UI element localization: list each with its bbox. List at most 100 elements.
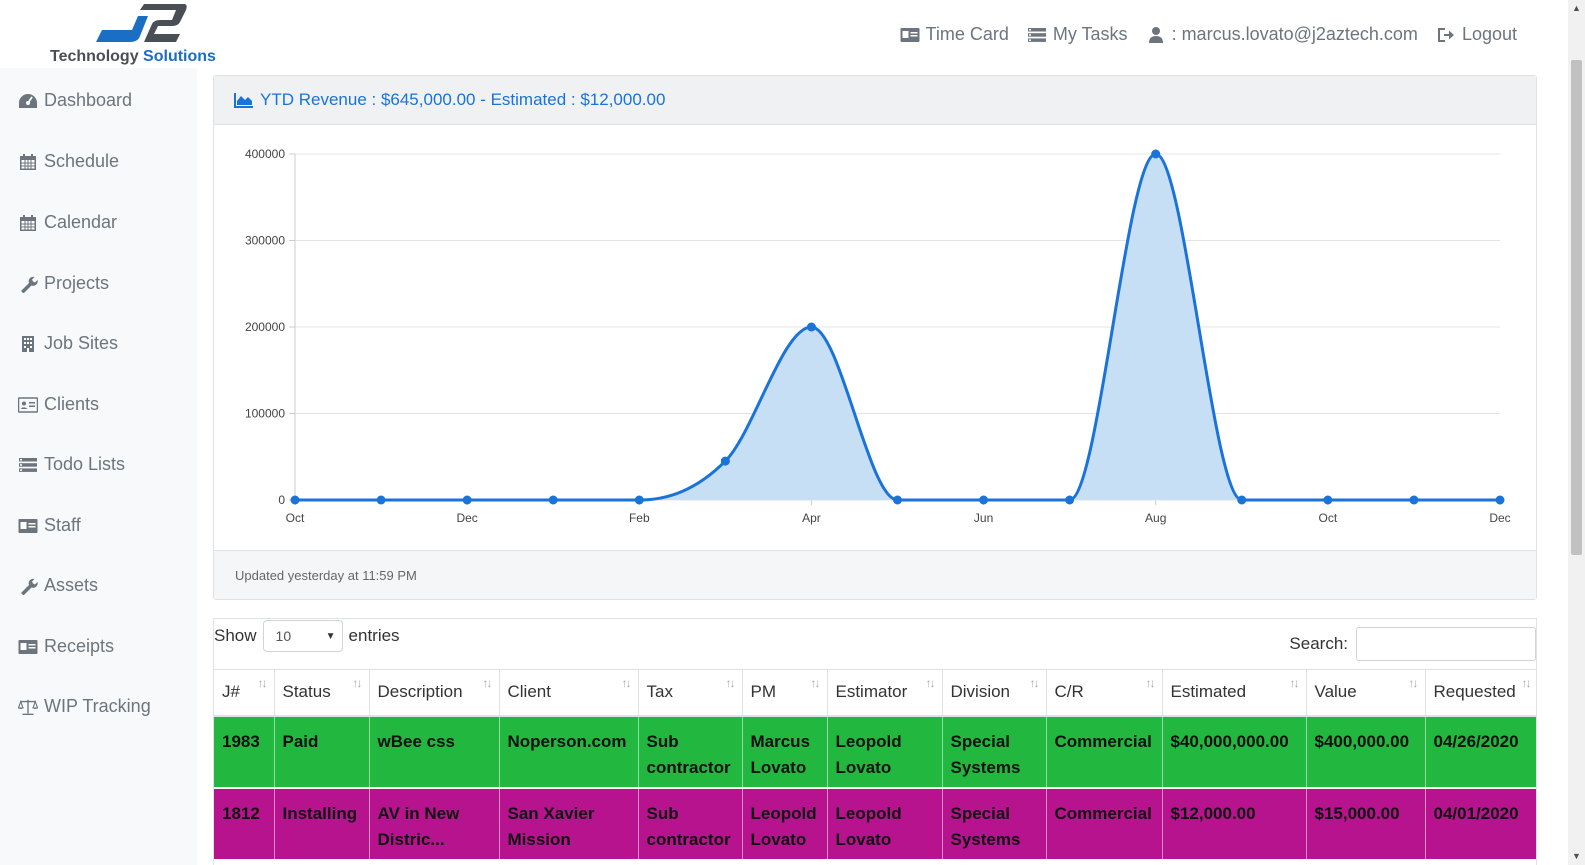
calendar-icon [20, 214, 36, 231]
data-point [1323, 495, 1333, 505]
sort-icon[interactable]: ↑↓ [482, 676, 493, 690]
table-cell: Leopold Lovato [827, 715, 943, 789]
sort-icon[interactable]: ↑↓ [257, 676, 268, 690]
sort-icon[interactable]: ↑↓ [621, 676, 632, 690]
logout-label: Logout [1461, 24, 1517, 44]
column-header-label: Status [282, 682, 331, 702]
list-icon [19, 457, 37, 472]
time-card-link[interactable]: Time Card [900, 24, 1009, 45]
table-cell: $12,000.00 [1162, 787, 1307, 861]
sidebar-item-receipts[interactable]: Receipts [18, 636, 114, 657]
entries-select[interactable]: 10 ▼ [262, 620, 343, 652]
column-header[interactable]: PM ↑↓ [742, 669, 828, 717]
data-point [1065, 495, 1075, 505]
sidebar-item-projects[interactable]: Projects [18, 273, 109, 294]
x-tick-label: Jun [974, 511, 993, 525]
table-row[interactable]: 1812 Installing AV in New Distric... San Xa… [214, 787, 1536, 861]
show-entries-control: Show 10 ▼ entries [214, 619, 400, 653]
balance-scale-icon [18, 699, 38, 715]
x-tick-label: Dec [1489, 511, 1510, 525]
sidebar-item-job-sites[interactable]: Job Sites [18, 333, 118, 354]
brand-logo[interactable]: Technology Solutions [48, 0, 228, 68]
y-tick-label: 200000 [245, 320, 285, 334]
column-header[interactable]: Tax ↑↓ [638, 669, 743, 717]
table-cell: Installing [274, 787, 370, 861]
id-card-icon [900, 27, 920, 42]
scrollbar-thumb[interactable] [1571, 60, 1582, 555]
wrench-icon [21, 578, 38, 595]
column-header[interactable]: J# ↑↓ [214, 669, 275, 717]
column-header[interactable]: Estimated ↑↓ [1162, 669, 1307, 717]
data-point [893, 495, 902, 505]
id-card-icon [18, 518, 38, 533]
calendar-icon [20, 153, 36, 170]
my-tasks-link[interactable]: My Tasks [1027, 24, 1128, 45]
sidebar-item-staff[interactable]: Staff [18, 515, 81, 536]
column-header[interactable]: Value ↑↓ [1306, 669, 1426, 717]
sidebar-item-wip-tracking[interactable]: WIP Tracking [18, 696, 151, 717]
column-header[interactable]: Client ↑↓ [499, 669, 639, 717]
brand-name-part2: Solutions [143, 48, 216, 65]
show-label: Show [214, 626, 257, 645]
x-tick-label: Oct [286, 511, 305, 525]
sidebar-item-calendar[interactable]: Calendar [18, 212, 117, 233]
column-header[interactable]: Division ↑↓ [942, 669, 1047, 717]
data-point [376, 495, 386, 505]
sort-icon[interactable]: ↑↓ [725, 676, 736, 690]
j2-logo-mark [96, 4, 187, 42]
column-header[interactable]: C/R ↑↓ [1046, 669, 1163, 717]
sort-icon[interactable]: ↑↓ [1521, 676, 1532, 690]
user-menu[interactable]: : marcus.lovato@j2aztech.com [1146, 24, 1418, 45]
revenue-chart: 0 100000 200000 300000 400000 Oct Dec Feb Apr Jun… [214, 126, 1536, 550]
search-input[interactable] [1356, 627, 1536, 661]
sort-icon[interactable]: ↑↓ [1289, 676, 1300, 690]
table-cell: 04/01/2020 [1425, 787, 1536, 861]
sort-icon[interactable]: ↑↓ [1145, 676, 1156, 690]
sidebar-item-dashboard[interactable]: Dashboard [18, 90, 132, 111]
column-header-label: Client [507, 682, 551, 702]
page-scrollbar[interactable]: ▲ ▼ [1568, 0, 1585, 865]
sort-icon[interactable]: ↑↓ [1029, 676, 1040, 690]
column-header[interactable]: Status ↑↓ [274, 669, 370, 717]
sign-out-icon [1437, 27, 1454, 42]
dashboard-icon [19, 93, 37, 108]
sort-icon[interactable]: ↑↓ [352, 676, 363, 690]
table-row[interactable]: 1983 Paid wBee css Noperson.com Sub contract… [214, 715, 1536, 789]
sidebar-item-schedule[interactable]: Schedule [18, 151, 119, 172]
entries-label: entries [348, 626, 400, 645]
sort-icon[interactable]: ↑↓ [1408, 676, 1419, 690]
user-icon [1148, 26, 1163, 43]
table-cell: wBee css [369, 715, 500, 789]
table-cell: $40,000,000.00 [1162, 715, 1307, 789]
column-header[interactable]: Description ↑↓ [369, 669, 500, 717]
y-tick-label: 0 [278, 493, 285, 507]
data-point [1409, 495, 1419, 505]
projects-table-panel: Show 10 ▼ entries Search: J# ↑↓ Status ↑↓ De… [213, 618, 1537, 865]
revenue-chart-svg: 0 100000 200000 300000 400000 Oct Dec Feb Apr Jun… [245, 147, 1511, 525]
wrench-icon [21, 276, 38, 293]
sidebar-item-label: Schedule [44, 151, 120, 171]
y-tick-label: 300000 [245, 234, 285, 248]
sort-icon[interactable]: ↑↓ [925, 676, 936, 690]
x-tick-label: Feb [629, 511, 650, 525]
sidebar-item-todo-lists[interactable]: Todo Lists [18, 454, 125, 475]
logout-link[interactable]: Logout [1436, 24, 1517, 45]
tasks-icon [1027, 27, 1046, 42]
data-point [1495, 495, 1505, 505]
id-card-icon [18, 639, 38, 654]
column-header[interactable]: Requested ↑↓ [1425, 669, 1536, 717]
sidebar-item-assets[interactable]: Assets [18, 575, 98, 596]
sidebar-item-clients[interactable]: Clients [18, 394, 99, 415]
top-header: Technology Solutions Time Card My Tasks … [0, 0, 1553, 68]
data-point [1237, 495, 1247, 505]
column-header-label: Estimator [835, 682, 908, 702]
table-cell: 1983 [214, 715, 275, 789]
scroll-down-icon[interactable]: ▼ [1572, 851, 1581, 861]
area-chart-icon [234, 93, 253, 108]
data-point [1151, 149, 1161, 159]
sort-icon[interactable]: ↑↓ [810, 676, 821, 690]
scroll-up-icon[interactable]: ▲ [1572, 3, 1581, 13]
column-header[interactable]: Estimator ↑↓ [827, 669, 943, 717]
top-nav: Time Card My Tasks : marcus.lovato@j2azt… [900, 24, 1517, 45]
sidebar: Dashboard Schedule Calendar Projects Job… [0, 68, 197, 865]
